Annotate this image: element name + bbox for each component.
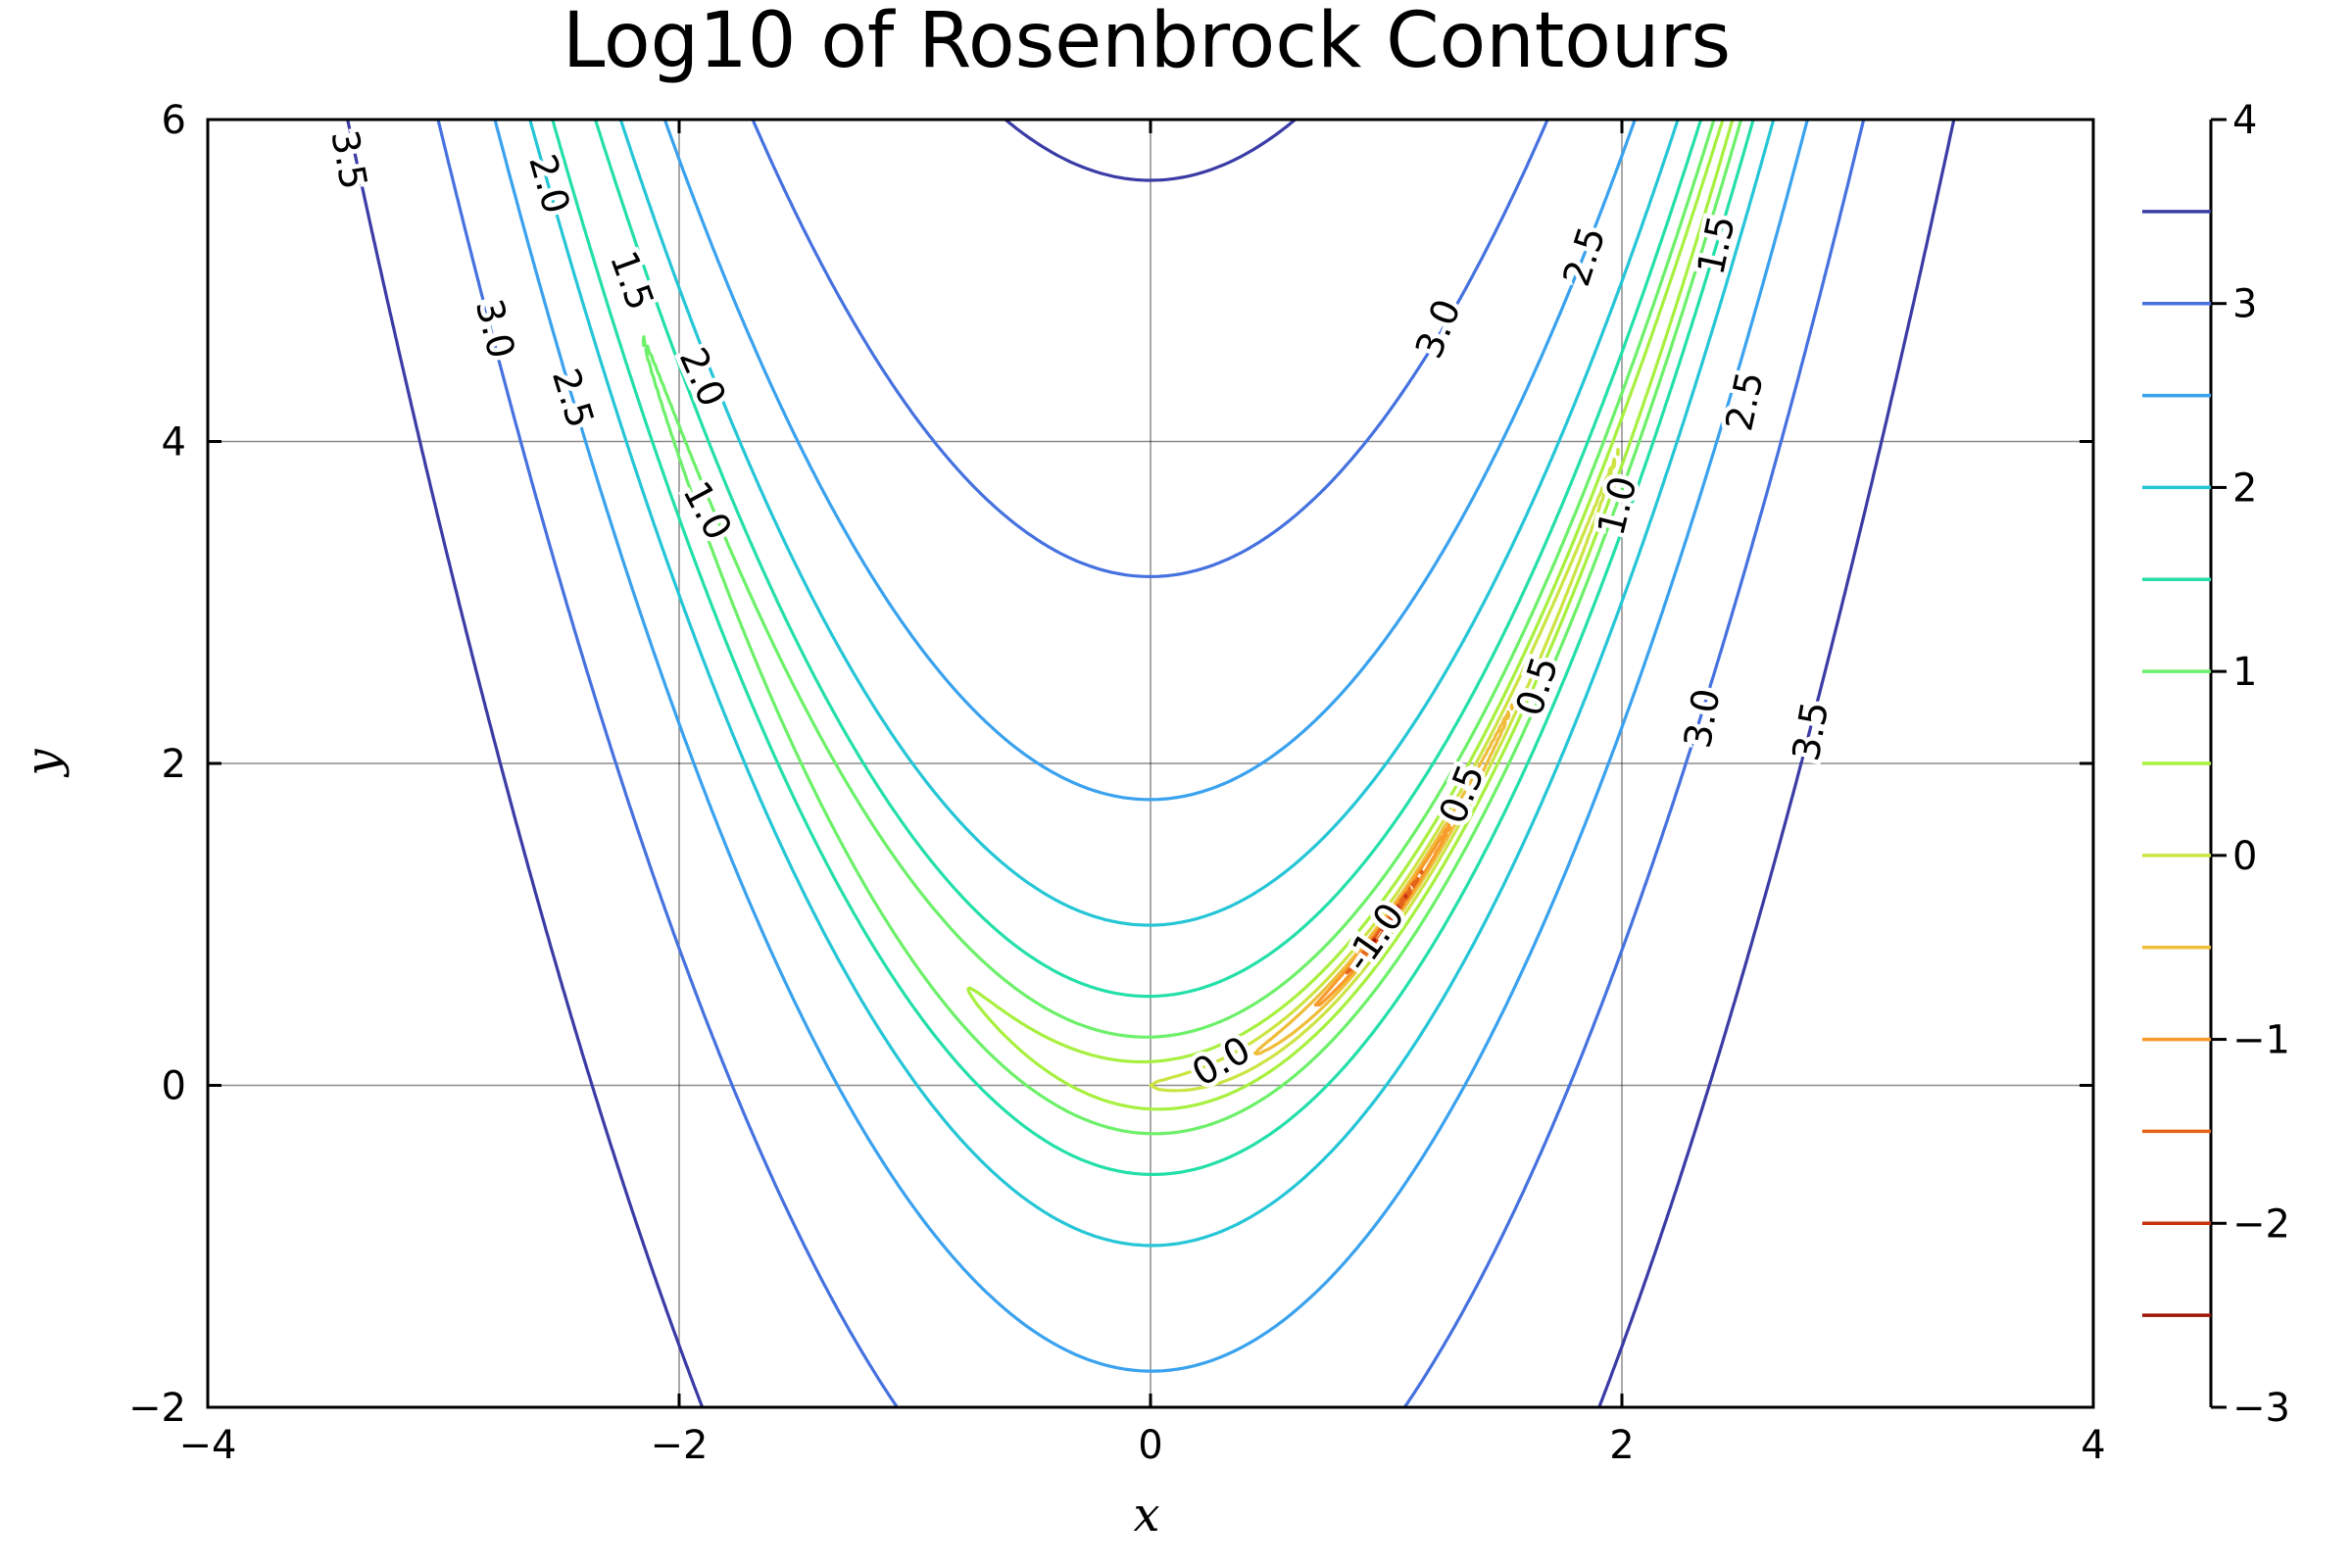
contour-label: 0.5 bbox=[1507, 652, 1567, 721]
contour-label: 3.0 bbox=[467, 295, 523, 363]
chart-title: Log10 of Rosenbrock Contours bbox=[563, 0, 1731, 85]
contour-level-2 bbox=[528, 120, 1776, 1248]
contour-level-1.5 bbox=[551, 120, 1755, 1176]
contour-level--0.5 bbox=[1253, 696, 1518, 1055]
colorbar-tick-label: 2 bbox=[2232, 466, 2257, 511]
contour-label: 1.5 bbox=[602, 245, 662, 316]
contour-label: 2.5 bbox=[1717, 368, 1772, 434]
contour-level--2.5 bbox=[1372, 906, 1400, 943]
x-tick-label: 2 bbox=[1609, 1423, 1634, 1468]
contour-label: 2.5 bbox=[1554, 221, 1614, 291]
contour-label: 1.5 bbox=[1689, 212, 1743, 278]
contour-level-1 bbox=[641, 120, 1743, 1136]
colorbar-tick-label: 0 bbox=[2232, 834, 2257, 879]
contour-lines bbox=[346, 120, 1956, 1407]
contour-level-2.5 bbox=[493, 120, 1809, 1373]
colorbar-tick-label: −2 bbox=[2232, 1201, 2290, 1247]
colorbar: 4 3 2 1 0 −1 −2 −3 bbox=[2142, 98, 2290, 1431]
contour-label: 2.5 bbox=[544, 364, 603, 433]
contour-level-0.5 bbox=[966, 120, 1735, 1111]
contour-labels: 3.53.02.02.51.52.01.03.02.5 1.52.51.00.5 3… bbox=[318, 122, 1841, 1100]
contour-level-0 bbox=[1149, 447, 1620, 1093]
y-tick-label: 2 bbox=[162, 742, 186, 787]
y-axis-label: y bbox=[16, 749, 71, 778]
contour-level-3 bbox=[436, 120, 1866, 1407]
contour-label: 3.5 bbox=[1784, 699, 1837, 764]
colorbar-tick-label: 3 bbox=[2232, 282, 2257, 327]
colorbar-tick-label: 4 bbox=[2232, 98, 2257, 143]
contour-label: 3.0 bbox=[1407, 293, 1469, 365]
colorbar-tick-label: −3 bbox=[2232, 1386, 2290, 1431]
x-tick-label: 4 bbox=[2081, 1423, 2105, 1468]
y-tick-label: 6 bbox=[162, 98, 186, 143]
y-tick-label: −2 bbox=[128, 1386, 186, 1431]
x-axis-ticks: −4 −2 0 2 4 bbox=[179, 120, 2106, 1468]
colorbar-tick-label: 1 bbox=[2232, 650, 2257, 695]
x-axis-label: x bbox=[1133, 1488, 1159, 1543]
contour-level-3.5 bbox=[346, 120, 1956, 1407]
y-tick-label: 0 bbox=[162, 1064, 186, 1109]
x-tick-label: −2 bbox=[651, 1423, 709, 1468]
colorbar-tick-label: −1 bbox=[2232, 1018, 2290, 1063]
contour-label: 2.0 bbox=[520, 150, 578, 219]
y-axis-ticks: −2 0 2 4 6 bbox=[128, 98, 2093, 1431]
x-tick-label: −4 bbox=[179, 1423, 237, 1468]
y-tick-label: 4 bbox=[162, 420, 186, 466]
contour-label: 3.5 bbox=[322, 127, 375, 193]
x-tick-label: 0 bbox=[1138, 1423, 1162, 1468]
contour-label: 3.0 bbox=[1676, 685, 1729, 751]
